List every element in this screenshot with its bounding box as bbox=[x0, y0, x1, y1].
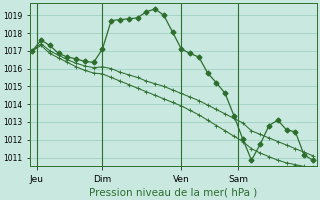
X-axis label: Pression niveau de la mer( hPa ): Pression niveau de la mer( hPa ) bbox=[89, 187, 258, 197]
